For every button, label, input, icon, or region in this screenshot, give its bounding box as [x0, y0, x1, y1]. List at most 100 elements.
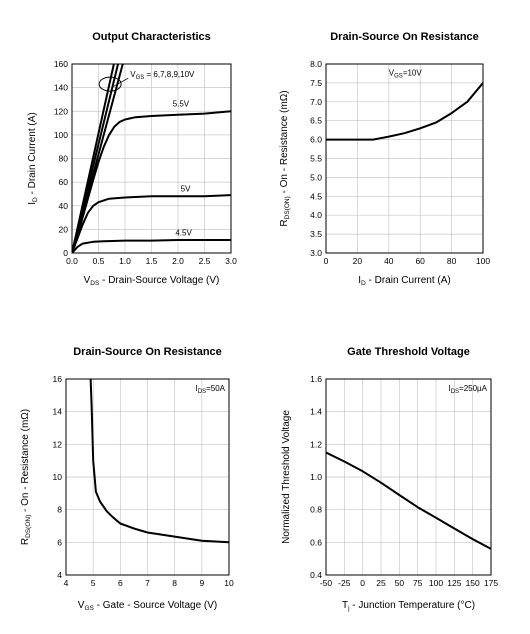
chart-title: Drain-Source On Resistance — [73, 346, 222, 358]
group-marker-ellipse — [98, 76, 122, 92]
y-tick-label: 140 — [54, 83, 68, 93]
x-axis-label: VDS - Drain-Source Voltage (V) — [84, 275, 220, 287]
x-tick-label: 20 — [353, 256, 363, 266]
y-tick-label: 0.6 — [310, 537, 322, 547]
x-tick-label: 0.5 — [93, 256, 105, 266]
series-group — [326, 81, 483, 141]
series-line — [72, 194, 231, 253]
y-tick-label: 160 — [54, 59, 68, 69]
leader-line — [113, 77, 129, 87]
curve-label: 5.5V — [173, 100, 190, 109]
y-tick-label: 4.5 — [310, 191, 322, 201]
series-line — [72, 239, 231, 253]
x-tick-label: -50 — [320, 578, 333, 588]
plot-frame — [325, 378, 492, 576]
series-line — [89, 379, 229, 544]
curve-label: 5V — [181, 185, 191, 194]
x-tick-label: 2.5 — [199, 256, 211, 266]
y-tick-label: 1.6 — [310, 374, 322, 384]
y-tick-label: 80 — [59, 154, 69, 164]
y-tick-label: 6.0 — [310, 135, 322, 145]
curve-label: 4.5V — [175, 228, 192, 237]
condition-label: IDS=50A — [196, 384, 226, 395]
x-tick-label: 7 — [145, 578, 150, 588]
x-tick-label: 0 — [324, 256, 329, 266]
y-tick-label: 100 — [54, 130, 68, 140]
y-axis-label: Normalized Threshold Voltage — [281, 410, 292, 544]
series-group — [89, 379, 229, 544]
chart-title: Output Characteristics — [92, 31, 211, 43]
plot-frame — [325, 63, 484, 254]
chart-1: Output Characteristics 0.0 0.5 1.0 1.5 2.0 2.5… — [27, 31, 237, 287]
y-tick-label: 6.5 — [310, 116, 322, 126]
y-tick-label: 120 — [54, 106, 68, 116]
y-tick-label: 3.5 — [310, 229, 322, 239]
y-tick-label: 7.0 — [310, 97, 322, 107]
y-axis-label: ID - Drain Current (A) — [27, 112, 39, 205]
x-tick-label: 40 — [384, 256, 394, 266]
x-axis-label: ID - Drain Current (A) — [358, 275, 451, 287]
chart-2: Drain-Source On Resistance 0 20 40 60 80 100 3.… — [279, 31, 490, 287]
chart-4: Gate Threshold Voltage -50 -25 0 25 50 75 100 12… — [281, 346, 498, 612]
y-tick-label: 6 — [57, 537, 62, 547]
x-tick-label: 150 — [466, 578, 480, 588]
x-tick-label: 60 — [415, 256, 425, 266]
series-line — [72, 64, 124, 253]
y-tick-label: 12 — [53, 439, 63, 449]
x-tick-label: 6 — [118, 578, 123, 588]
x-tick-label: 0.0 — [66, 256, 78, 266]
y-tick-label: 16 — [53, 374, 63, 384]
x-tick-label: -25 — [338, 578, 351, 588]
y-tick-label: 0 — [63, 248, 68, 258]
x-tick-label: 80 — [447, 256, 457, 266]
y-tick-label: 1.4 — [310, 407, 322, 417]
chart-title: Drain-Source On Resistance — [330, 31, 479, 43]
series-line — [326, 81, 483, 141]
x-axis-label: VGS - Gate - Source Voltage (V) — [78, 600, 217, 612]
condition-label: VGS = 6,7,8,9,10V — [130, 70, 195, 81]
y-tick-label: 1.2 — [310, 439, 322, 449]
x-tick-label: 9 — [199, 578, 204, 588]
y-tick-label: 4.0 — [310, 210, 322, 220]
y-tick-label: 3.0 — [310, 248, 322, 258]
x-tick-label: 5 — [91, 578, 96, 588]
chart-3: Drain-Source On Resistance 4 5 6 7 8 9 10 4 6 8 10 1… — [20, 346, 234, 612]
y-tick-label: 8 — [57, 505, 62, 515]
x-tick-label: 50 — [395, 578, 405, 588]
y-tick-label: 60 — [59, 177, 69, 187]
x-tick-label: 75 — [413, 578, 423, 588]
y-tick-label: 0.4 — [310, 570, 322, 580]
x-tick-label: 8 — [172, 578, 177, 588]
series-group — [326, 451, 491, 550]
y-axis-label: RDS(ON) - On - Resistance (mΩ) — [20, 409, 32, 545]
y-tick-label: 40 — [59, 201, 69, 211]
x-tick-label: 10 — [224, 578, 234, 588]
x-tick-label: 125 — [447, 578, 461, 588]
x-tick-label: 0 — [360, 578, 365, 588]
x-tick-label: 100 — [429, 578, 443, 588]
x-tick-label: 4 — [64, 578, 69, 588]
x-tick-label: 25 — [376, 578, 386, 588]
y-tick-label: 7.5 — [310, 78, 322, 88]
series-line — [72, 110, 231, 253]
y-tick-label: 14 — [53, 407, 63, 417]
series-line — [326, 451, 491, 550]
y-tick-label: 1.0 — [310, 472, 322, 482]
x-tick-label: 175 — [484, 578, 498, 588]
x-tick-label: 1.5 — [146, 256, 158, 266]
plot-frame — [65, 378, 230, 576]
plot-frame — [71, 63, 232, 254]
y-tick-label: 20 — [59, 224, 69, 234]
x-tick-label: 100 — [476, 256, 490, 266]
y-tick-label: 4 — [57, 570, 62, 580]
series-group — [72, 64, 231, 253]
x-axis-label: Tj - Junction Temperature (°C) — [342, 600, 475, 612]
y-tick-label: 0.8 — [310, 505, 322, 515]
x-tick-label: 2.0 — [172, 256, 184, 266]
condition-label: IDS=250µA — [448, 384, 487, 395]
condition-label: VGS=10V — [389, 68, 423, 79]
y-tick-label: 5.0 — [310, 172, 322, 182]
y-tick-label: 5.5 — [310, 154, 322, 164]
chart-title: Gate Threshold Voltage — [347, 346, 470, 358]
